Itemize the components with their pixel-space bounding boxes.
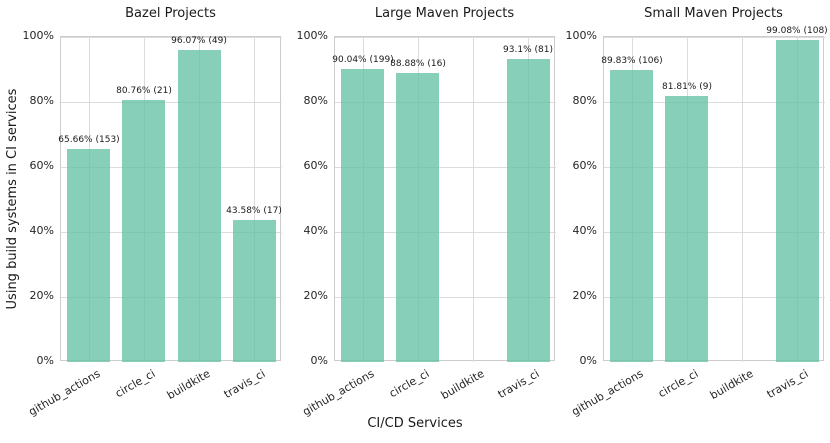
bar-travis_ci <box>507 59 550 362</box>
gridline-horizontal <box>604 167 825 168</box>
x-axis-label: CI/CD Services <box>367 416 463 431</box>
gridline-horizontal <box>604 37 825 38</box>
gridline-horizontal <box>61 167 282 168</box>
plot-area: 90.04% (199) 88.88% (16) 93.1% (81) <box>332 36 556 362</box>
bar-circle_ci <box>665 96 708 362</box>
plot-area: 89.83% (106) 81.81% (9) 99.08% (108) <box>601 26 828 362</box>
y-tick-label: 60% <box>29 159 54 172</box>
bar-value-label: 96.07% (49) <box>171 36 227 46</box>
y-tick-label: 80% <box>303 94 328 107</box>
bar-value-label: 43.58% (17) <box>226 206 282 216</box>
bar-circle_ci <box>396 73 439 362</box>
gridline-vertical <box>473 37 474 362</box>
y-tick-label: 60% <box>572 159 597 172</box>
y-tick-label: 0% <box>579 354 597 367</box>
bar-value-label: 90.04% (199) <box>332 55 394 65</box>
bar-value-label: 89.83% (106) <box>601 56 663 66</box>
y-tick-label: 80% <box>572 94 597 107</box>
y-tick-label: 100% <box>22 29 54 42</box>
gridline-horizontal <box>335 37 556 38</box>
y-tick-label: 0% <box>310 354 328 367</box>
subplot-title: Large Maven Projects <box>374 6 515 21</box>
y-axis-label: Using build systems in CI services <box>5 88 20 309</box>
gridline-horizontal <box>61 37 282 38</box>
y-tick-label: 20% <box>303 289 328 302</box>
y-tick-label: 100% <box>565 29 597 42</box>
bar-value-label: 65.66% (153) <box>58 135 120 145</box>
y-tick-label: 80% <box>29 94 54 107</box>
gridline-horizontal <box>335 297 556 298</box>
y-tick-label: 60% <box>303 159 328 172</box>
gridline-horizontal <box>335 102 556 103</box>
subplot-title: Bazel Projects <box>125 6 216 21</box>
y-tick-label: 20% <box>572 289 597 302</box>
bar-circle_ci <box>122 100 165 362</box>
subplot-title: Small Maven Projects <box>644 6 783 21</box>
plot-area: 65.66% (153) 80.76% (21) 96.07% (49) 43.58%… <box>58 36 282 362</box>
gridline-horizontal <box>604 297 825 298</box>
bar-value-label: 80.76% (21) <box>116 86 172 96</box>
bar-buildkite <box>178 50 221 362</box>
bar-travis_ci <box>233 220 276 362</box>
gridline-horizontal <box>61 232 282 233</box>
bar-travis_ci <box>776 40 819 362</box>
gridline-horizontal <box>61 102 282 103</box>
gridline-horizontal <box>604 102 825 103</box>
y-tick-label: 40% <box>572 224 597 237</box>
bar-github_actions <box>67 149 110 362</box>
gridline-vertical <box>254 37 255 362</box>
gridline-vertical <box>742 37 743 362</box>
y-tick-label: 0% <box>36 354 54 367</box>
bar-github_actions <box>341 69 384 362</box>
bar-value-label: 81.81% (9) <box>662 82 712 92</box>
y-tick-label: 40% <box>303 224 328 237</box>
gridline-horizontal <box>604 232 825 233</box>
y-tick-label: 100% <box>296 29 328 42</box>
bar-github_actions <box>610 70 653 362</box>
gridline-horizontal <box>61 297 282 298</box>
y-tick-label: 20% <box>29 289 54 302</box>
bar-value-label: 99.08% (108) <box>766 26 828 36</box>
bar-value-label: 93.1% (81) <box>503 45 553 55</box>
gridline-horizontal <box>335 232 556 233</box>
y-tick-label: 40% <box>29 224 54 237</box>
bar-value-label: 88.88% (16) <box>390 59 446 69</box>
gridline-horizontal <box>335 167 556 168</box>
